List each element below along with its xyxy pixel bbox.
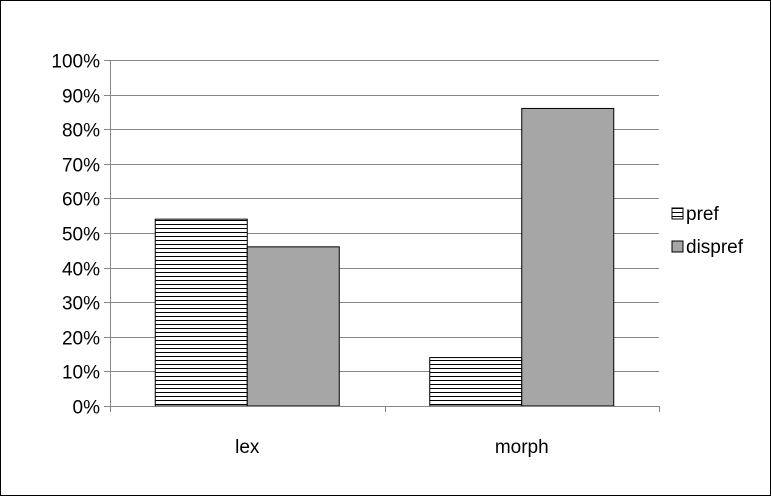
legend-swatch-dispref bbox=[671, 240, 684, 253]
legend-swatch-pref bbox=[671, 207, 684, 220]
bar-dispref-morph bbox=[521, 107, 615, 407]
y-tick-label: 50% bbox=[62, 225, 100, 246]
legend: pref dispref bbox=[671, 204, 744, 258]
y-tick-label: 90% bbox=[62, 87, 100, 108]
y-tick-label: 30% bbox=[62, 294, 100, 315]
y-tick-label: 80% bbox=[62, 121, 100, 142]
bar-pref-morph bbox=[429, 357, 523, 407]
y-tick-label: 0% bbox=[73, 398, 101, 419]
bar-pref-lex bbox=[154, 218, 248, 407]
bar-dispref-lex bbox=[246, 246, 340, 407]
y-tick-label: 100% bbox=[51, 52, 100, 73]
y-tick-label: 10% bbox=[62, 363, 100, 384]
y-tick-label: 60% bbox=[62, 190, 100, 211]
legend-label-pref: pref bbox=[686, 204, 719, 225]
legend-label-dispref: dispref bbox=[686, 237, 744, 258]
x-category-label: morph bbox=[495, 437, 549, 458]
y-tick-label: 40% bbox=[62, 260, 100, 281]
axes: 0% 10% 20% 30% 40% 50% 60% 70% 80% 90% 100% lex morp… bbox=[51, 52, 660, 458]
y-tick-label: 20% bbox=[62, 329, 100, 350]
y-tick-label: 70% bbox=[62, 156, 100, 177]
x-category-label: lex bbox=[235, 437, 260, 458]
